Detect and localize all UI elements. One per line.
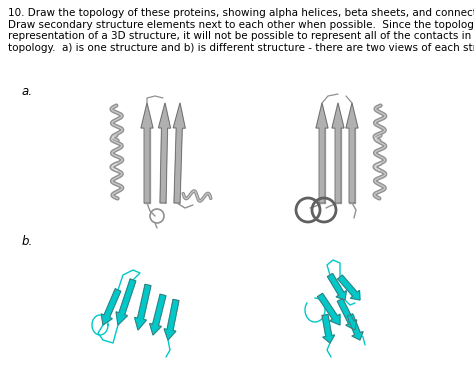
Polygon shape [101, 314, 112, 325]
Text: Draw secondary structure elements next to each other when possible.  Since the t: Draw secondary structure elements next t… [8, 20, 474, 30]
Polygon shape [332, 103, 344, 128]
Polygon shape [174, 128, 182, 203]
Polygon shape [316, 103, 328, 128]
Polygon shape [323, 335, 335, 343]
Polygon shape [328, 273, 344, 295]
Text: a.: a. [22, 85, 33, 98]
Polygon shape [150, 324, 161, 335]
Polygon shape [318, 293, 337, 319]
Polygon shape [346, 103, 358, 128]
Text: representation of a 3D structure, it will not be possible to represent all of th: representation of a 3D structure, it wil… [8, 31, 474, 41]
Polygon shape [137, 284, 151, 319]
Polygon shape [335, 128, 341, 203]
Polygon shape [164, 329, 176, 340]
Polygon shape [352, 332, 363, 340]
Polygon shape [167, 299, 179, 331]
Polygon shape [350, 290, 360, 300]
Polygon shape [346, 320, 356, 330]
Polygon shape [347, 314, 360, 335]
Polygon shape [337, 299, 354, 324]
Polygon shape [153, 294, 166, 326]
Polygon shape [104, 289, 121, 318]
Polygon shape [144, 128, 150, 203]
Text: 10. Draw the topology of these proteins, showing alpha helices, beta sheets, and: 10. Draw the topology of these proteins,… [8, 8, 474, 18]
Polygon shape [319, 128, 325, 203]
Polygon shape [338, 275, 357, 296]
Polygon shape [158, 103, 171, 128]
Polygon shape [330, 314, 340, 325]
Text: topology.  a) is one structure and b) is different structure - there are two vie: topology. a) is one structure and b) is … [8, 43, 474, 53]
Polygon shape [119, 279, 136, 315]
Polygon shape [322, 315, 332, 336]
Polygon shape [173, 103, 185, 128]
Polygon shape [336, 290, 346, 300]
Polygon shape [135, 318, 146, 330]
Text: b.: b. [22, 235, 33, 248]
Polygon shape [141, 103, 153, 128]
Polygon shape [160, 128, 167, 203]
Polygon shape [349, 128, 355, 203]
Polygon shape [116, 312, 128, 325]
